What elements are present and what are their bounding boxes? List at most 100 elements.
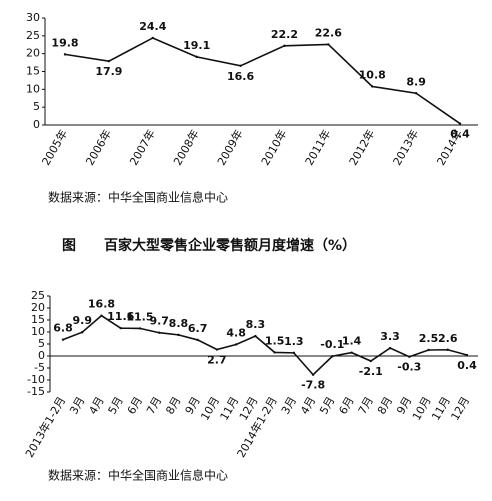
data-label: 4.8	[226, 326, 246, 339]
x-tick-label: 2013年1-2月	[22, 394, 68, 460]
data-point	[215, 348, 219, 351]
data-point	[292, 351, 296, 355]
y-tick-label: 25	[31, 289, 45, 302]
x-tick-label: 2012年	[346, 127, 378, 168]
data-label: 16.8	[88, 298, 115, 311]
data-label: 19.8	[51, 36, 78, 49]
data-point	[371, 85, 374, 88]
data-label: 2.7	[207, 354, 227, 367]
y-tick-label: -15	[27, 385, 45, 398]
x-tick-label: 4月	[86, 395, 106, 417]
data-label: 16.6	[227, 70, 254, 83]
x-tick-label: 5月	[317, 395, 337, 417]
data-point	[283, 44, 286, 48]
y-tick-label: 0	[38, 349, 45, 362]
data-label: 6.8	[53, 322, 73, 335]
data-point	[458, 122, 462, 125]
x-tick-label: 2008年	[170, 127, 202, 168]
data-label: 0.4	[457, 359, 477, 372]
x-tick-label: 7月	[356, 395, 376, 417]
chart-title: 百家大型零售企业零售额月度增速（%）	[104, 237, 356, 254]
x-tick-label: 8月	[375, 395, 395, 417]
data-label: 1.3	[284, 335, 304, 348]
y-tick-label: -10	[27, 373, 45, 386]
data-point	[239, 64, 242, 67]
data-label: 9.9	[72, 314, 92, 327]
data-label: 17.9	[95, 65, 122, 78]
y-tick-label: -5	[34, 361, 45, 374]
data-label: 2.6	[438, 332, 458, 345]
x-tick-label: 2006年	[82, 127, 114, 168]
data-label: 0.4	[450, 128, 470, 141]
x-tick-label: 3月	[67, 395, 87, 417]
data-point	[63, 53, 67, 56]
x-tick-label: 8月	[163, 395, 183, 417]
y-tick-label: 20	[31, 301, 45, 314]
data-point	[427, 348, 430, 352]
data-label: 8.8	[169, 317, 189, 330]
data-label: 1.5	[265, 334, 285, 347]
data-label: 9.7	[149, 315, 169, 328]
data-line	[64, 37, 461, 125]
y-tick-label: 15	[26, 65, 40, 78]
x-tick-label: 4月	[298, 395, 318, 417]
data-label: -2.1	[359, 365, 383, 378]
x-tick-label: 2010年	[258, 127, 290, 168]
data-point	[350, 351, 353, 354]
x-tick-label: 7月	[144, 395, 164, 417]
x-tick-label: 2007年	[126, 127, 158, 168]
data-point	[254, 334, 257, 338]
y-tick-label: 0	[33, 118, 40, 131]
data-point	[234, 343, 238, 346]
data-point	[196, 338, 199, 342]
y-tick-label: 10	[31, 325, 45, 338]
x-tick-label: 2011年	[302, 127, 334, 168]
data-point	[408, 355, 411, 358]
x-tick-label: 3月	[279, 395, 299, 417]
data-point	[119, 326, 122, 330]
data-point	[61, 338, 65, 341]
x-tick-label: 11月	[218, 395, 242, 423]
data-point	[81, 331, 84, 334]
source-note: 数据来源：中华全国商业信息中心	[48, 190, 228, 205]
data-point	[157, 331, 161, 334]
data-point	[311, 373, 315, 376]
x-tick-label: 10月	[410, 395, 434, 423]
data-point	[465, 353, 469, 357]
data-label: 22.6	[315, 26, 342, 39]
data-label: 22.2	[271, 28, 298, 41]
data-label: 24.4	[139, 20, 166, 33]
data-point	[138, 327, 142, 330]
y-tick-label: 15	[31, 313, 45, 326]
data-point	[107, 59, 111, 63]
y-tick-label: 20	[26, 47, 40, 60]
data-point	[151, 36, 154, 40]
x-tick-label: 6月	[337, 395, 357, 417]
data-label: -0.1	[320, 338, 344, 351]
data-point	[414, 92, 418, 95]
data-point	[327, 43, 330, 46]
data-label: 3.3	[380, 330, 400, 343]
data-label: 2.5	[419, 332, 439, 345]
x-tick-label: 5月	[106, 395, 126, 417]
x-tick-label: 2005年	[39, 127, 71, 168]
data-label: 19.1	[183, 39, 210, 52]
data-label: -0.3	[397, 361, 421, 374]
y-tick-label: 5	[38, 337, 45, 350]
data-label: -7.8	[301, 379, 325, 392]
x-tick-label: 2009年	[214, 127, 246, 168]
x-tick-label: 6月	[125, 395, 145, 417]
data-point	[331, 355, 334, 358]
y-tick-label: 10	[26, 82, 40, 95]
data-label: 6.7	[188, 322, 208, 335]
data-point	[446, 348, 449, 351]
x-tick-label: 2013年	[390, 127, 422, 168]
data-line	[62, 314, 468, 376]
data-point	[100, 314, 103, 317]
data-point	[177, 333, 180, 337]
data-label: 8.9	[406, 75, 426, 88]
data-label: 11.5	[126, 310, 153, 323]
figure-label: 图	[62, 238, 76, 254]
data-label: 1.4	[342, 335, 362, 348]
